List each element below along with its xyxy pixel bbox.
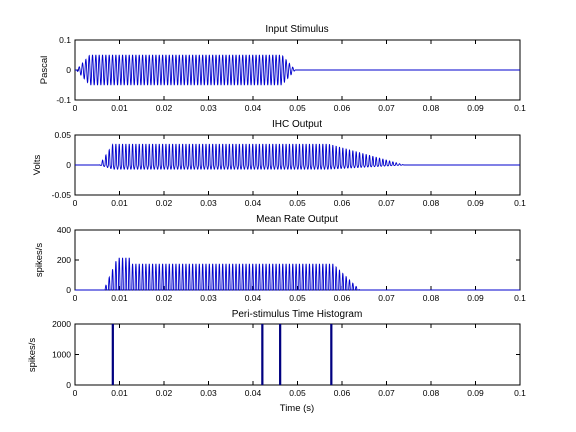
xtick-label: 0.09: [467, 103, 484, 113]
plot-mean-rate-output: 0 0.01 0.02 0.03 0.04 0.05 0.06 0.07 0.08 0.09 0.1…: [57, 225, 526, 303]
xtick-label: 0.02: [156, 198, 173, 208]
xtick-label: 0.1: [514, 388, 526, 398]
ytick-label: 2000: [52, 319, 71, 329]
xtick-label: 0.08: [423, 293, 440, 303]
xtick-label: 0.09: [467, 198, 484, 208]
xtick-label: 0.03: [200, 103, 217, 113]
xtick-label: 0.06: [334, 388, 351, 398]
plot-input-stimulus: 0 0.01 0.02 0.03 0.04 0.05 0.06 0.07 0.08 0.09 0.1…: [56, 35, 526, 113]
ylabel-mean-rate-output: spikes/s: [34, 243, 45, 278]
axes-frame-psth: [74, 323, 521, 386]
series-line-ihc-output: [75, 143, 520, 170]
xtick-label: 0.1: [514, 198, 526, 208]
xtick-label: 0.1: [514, 293, 526, 303]
xtick-label: 0.03: [200, 293, 217, 303]
ytick-label: -0.1: [56, 95, 71, 105]
xtick-label: 0: [73, 198, 78, 208]
xtick-label: 0.05: [289, 198, 306, 208]
xtick-label: 0.07: [378, 198, 395, 208]
ylabel-ihc-output: Volts: [32, 154, 43, 175]
xtick-label: 0: [73, 103, 78, 113]
xtick-label: 0.01: [111, 293, 128, 303]
xtick-label: 0.09: [467, 293, 484, 303]
xtick-label: 0.05: [289, 388, 306, 398]
ytick-label: -0.05: [52, 190, 72, 200]
title-mean-rate-output: Mean Rate Output: [256, 214, 338, 225]
xtick-label: 0.01: [111, 103, 128, 113]
ytick-label: 0: [66, 380, 71, 390]
ytick-label: 400: [57, 225, 71, 235]
title-input-stimulus: Input Stimulus: [265, 24, 328, 35]
ylabel-psth: spikes/s: [27, 338, 38, 373]
ytick-label: 0: [66, 160, 71, 170]
xtick-label: 0.07: [378, 293, 395, 303]
xtick-label: 0.06: [334, 198, 351, 208]
xtick-label: 0.02: [156, 293, 173, 303]
panel-input-stimulus: Input Stimulus Pascal 0 0.01 0.02 0.03 0.04 0…: [39, 24, 526, 113]
xtick-label: 0.08: [423, 198, 440, 208]
xtick-label: 0.04: [245, 293, 262, 303]
xtick-label: 0.08: [423, 103, 440, 113]
ytick-label: 200: [57, 255, 71, 265]
xtick-label: 0.03: [200, 388, 217, 398]
panel-mean-rate-output: Mean Rate Output spikes/s 0 0.01 0.02 0.03 0…: [34, 214, 526, 303]
xtick-label: 0: [73, 293, 78, 303]
series-line-mean-rate-output: [75, 257, 520, 291]
ytick-label: 0: [66, 285, 71, 295]
xtick-label: 0.01: [111, 388, 128, 398]
ytick-label: 0.1: [59, 35, 71, 45]
xtick-label: 0.05: [289, 103, 306, 113]
xtick-label: 0.01: [111, 198, 128, 208]
xtick-label: 0.06: [334, 103, 351, 113]
xtick-label: 0.02: [156, 388, 173, 398]
xtick-label: 0.06: [334, 293, 351, 303]
panel-ihc-output: IHC Output Volts 0 0.01 0.02 0.03 0.04 0.05 0.…: [32, 119, 526, 208]
xtick-label: 0.07: [378, 103, 395, 113]
xtick-label: 0.04: [245, 388, 262, 398]
xtick-label: 0.07: [378, 388, 395, 398]
xtick-label: 0.03: [200, 198, 217, 208]
psth-bar: [111, 324, 114, 385]
series-line-input-stimulus: [75, 54, 520, 86]
xtick-label: 0: [73, 388, 78, 398]
plot-psth: 0 0.01 0.02 0.03 0.04 0.05 0.06 0.07 0.08 0.09 0.1…: [52, 319, 526, 398]
xtick-label: 0.05: [289, 293, 306, 303]
xtick-label: 0.02: [156, 103, 173, 113]
title-psth: Peri-stimulus Time Histogram: [232, 309, 363, 320]
title-ihc-output: IHC Output: [272, 119, 322, 130]
ytick-label: 0: [66, 65, 71, 75]
xtick-label: 0.04: [245, 103, 262, 113]
xtick-label: 0.1: [514, 103, 526, 113]
ytick-label: 1000: [52, 350, 71, 360]
xtick-label: 0.09: [467, 388, 484, 398]
psth-bar: [330, 324, 333, 385]
psth-bar: [261, 324, 264, 385]
psth-bar: [279, 324, 282, 385]
panel-psth: Peri-stimulus Time Histogram spikes/s Ti…: [27, 309, 526, 414]
ylabel-input-stimulus: Pascal: [39, 56, 50, 85]
xtick-label: 0.08: [423, 388, 440, 398]
ytick-label: 0.05: [54, 130, 71, 140]
xlabel-time: Time (s): [280, 403, 314, 414]
xtick-label: 0.04: [245, 198, 262, 208]
plot-ihc-output: 0 0.01 0.02 0.03 0.04 0.05 0.06 0.07 0.08 0.09 0.1…: [52, 130, 527, 208]
